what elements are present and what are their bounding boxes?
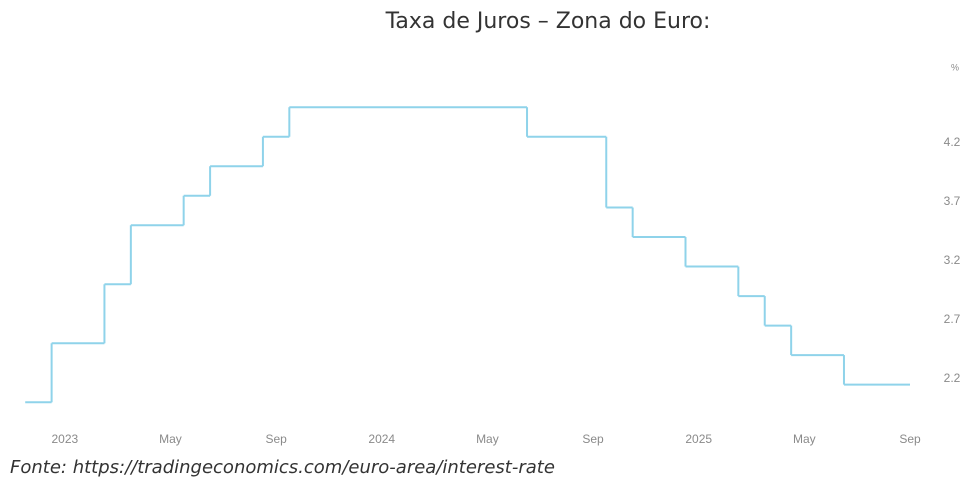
x-tick-label: May [159,432,182,446]
x-tick-label: Sep [582,432,604,446]
y-tick-label: 2.7 [944,312,961,326]
y-tick-label: 4.2 [944,135,961,149]
x-tick-label: 2024 [368,432,395,446]
x-tick-label: 2023 [51,432,78,446]
x-tick-label: 2025 [685,432,712,446]
y-tick-label: 3.2 [944,253,961,267]
y-unit: % [951,62,959,72]
x-tick-label: Sep [899,432,921,446]
x-tick-label: May [476,432,499,446]
y-tick-label: 2.2 [944,371,961,385]
chart-title: Taxa de Juros – Zona do Euro: [385,9,711,34]
y-tick-label: 3.7 [944,194,961,208]
x-tick-label: May [793,432,816,446]
source-note: Fonte: https://tradingeconomics.com/euro… [10,457,555,478]
x-tick-label: Sep [265,432,287,446]
